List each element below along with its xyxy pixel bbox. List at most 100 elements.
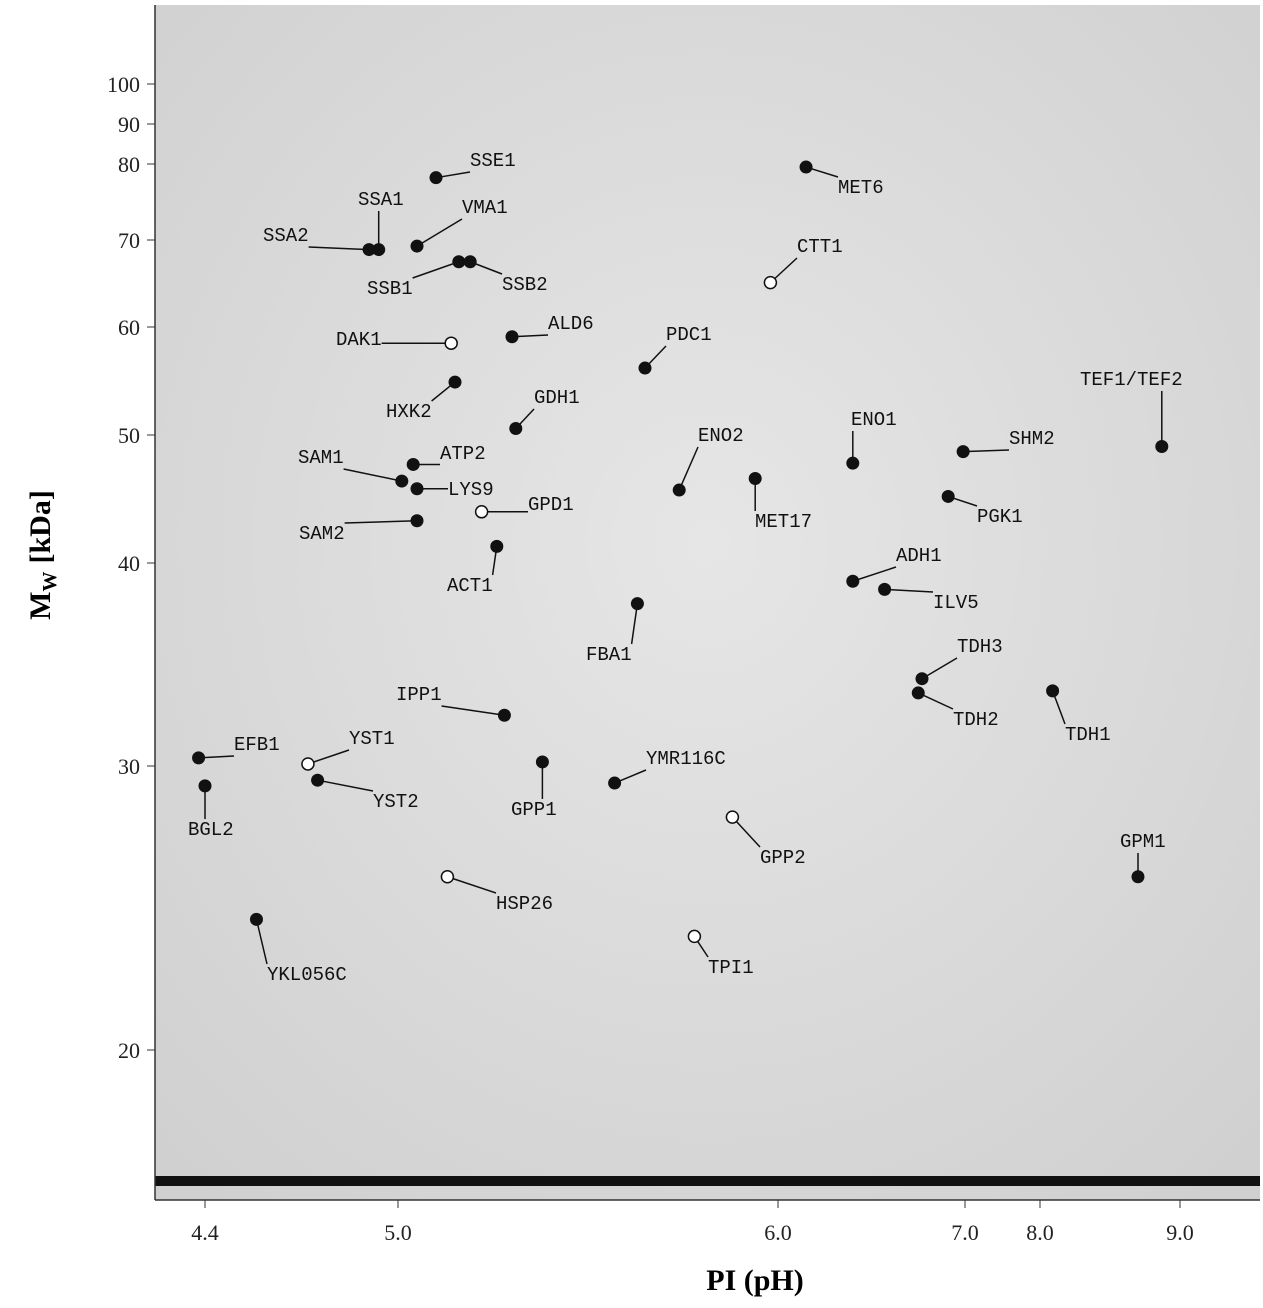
- spot-label: GPM1: [1120, 831, 1166, 853]
- protein-spot: [410, 514, 424, 528]
- x-tick-label: 6.0: [764, 1220, 792, 1245]
- leader-line: [884, 588, 934, 593]
- spot-label: GDH1: [534, 387, 580, 409]
- leader-line: [447, 876, 497, 894]
- spot-label: ATP2: [440, 443, 486, 465]
- spot-label: TDH2: [953, 709, 999, 731]
- spot-label: CTT1: [797, 236, 843, 258]
- protein-spot: [311, 773, 325, 787]
- spot-label: TDH3: [957, 636, 1003, 658]
- y-tick-label: 40: [118, 551, 140, 576]
- protein-spot: [911, 686, 925, 700]
- spot-label: ALD6: [548, 313, 594, 335]
- protein-spot: [474, 505, 489, 519]
- protein-spot: [198, 779, 212, 793]
- gel-front-band: [155, 1176, 1260, 1186]
- spot-label: LYS9: [448, 479, 494, 501]
- spot-label: SSB1: [367, 278, 413, 300]
- protein-spot: [490, 539, 504, 553]
- spot-label: PDC1: [666, 324, 712, 346]
- protein-spot: [429, 171, 443, 185]
- y-axis-label: MW [kDa]: [24, 490, 61, 620]
- protein-spot: [915, 672, 929, 686]
- x-tick-label: 5.0: [384, 1220, 412, 1245]
- spot-label: PGK1: [977, 506, 1023, 528]
- spot-label: ACT1: [447, 575, 493, 597]
- y-tick-label: 80: [118, 152, 140, 177]
- protein-spot: [362, 243, 376, 257]
- spot-label: MET17: [755, 511, 812, 533]
- spot-label: TEF1/TEF2: [1080, 369, 1183, 391]
- protein-spot: [630, 597, 644, 611]
- y-tick-label: 100: [107, 72, 140, 97]
- protein-spot: [192, 751, 206, 765]
- y-tick-label: 50: [118, 423, 140, 448]
- y-label-symbol: M: [24, 592, 57, 620]
- y-label-unit: [kDa]: [24, 490, 57, 563]
- x-tick-label: 9.0: [1166, 1220, 1194, 1245]
- y-label-subscript: W: [39, 572, 61, 592]
- spot-label: YKL056C: [267, 964, 347, 986]
- spot-label: ILV5: [933, 592, 979, 614]
- spot-label: MET6: [838, 177, 884, 199]
- protein-spot: [608, 776, 622, 790]
- x-tick-label: 7.0: [951, 1220, 979, 1245]
- leader-line: [630, 603, 639, 645]
- protein-spot: [410, 239, 424, 253]
- y-tick-label: 90: [118, 112, 140, 137]
- protein-spot: [763, 275, 778, 290]
- spot-label: YST2: [373, 791, 419, 813]
- protein-spot: [799, 160, 813, 174]
- protein-spot: [1046, 684, 1060, 698]
- spot-label: VMA1: [462, 197, 508, 219]
- protein-spot: [1131, 870, 1145, 884]
- spot-label: YMR116C: [646, 748, 726, 770]
- spot-label: SSA2: [263, 225, 309, 247]
- spot-label: SSA1: [358, 189, 404, 211]
- protein-spot: [452, 255, 466, 269]
- spot-label: ENO2: [698, 425, 744, 447]
- protein-spot: [846, 456, 860, 470]
- y-tick-label: 20: [118, 1038, 140, 1063]
- protein-spot: [687, 929, 702, 944]
- protein-spot: [301, 757, 315, 771]
- protein-spot: [444, 336, 458, 350]
- spot-label: ADH1: [896, 545, 942, 567]
- protein-spot: [638, 361, 652, 375]
- spot-label: HSP26: [496, 893, 553, 915]
- protein-spot: [1155, 440, 1169, 454]
- spot-label: TPI1: [708, 957, 754, 979]
- protein-spot: [505, 330, 519, 344]
- leader-line: [308, 246, 370, 251]
- y-tick-label: 70: [118, 228, 140, 253]
- leader-line: [412, 261, 460, 279]
- protein-spot: [748, 472, 762, 486]
- spot-label: SHM2: [1009, 428, 1055, 450]
- protein-spot: [406, 457, 420, 471]
- spot-label: SAM2: [299, 523, 345, 545]
- protein-spot: [395, 474, 409, 488]
- spot-label: GPD1: [528, 494, 574, 516]
- x-tick-label: 4.4: [191, 1220, 219, 1245]
- spot-label: EFB1: [234, 734, 280, 756]
- protein-spot: [440, 870, 455, 884]
- protein-spot: [448, 375, 462, 389]
- leader-line: [963, 449, 1010, 453]
- spot-label: TDH1: [1065, 724, 1111, 746]
- spot-label: YST1: [349, 728, 395, 750]
- spot-label: BGL2: [188, 819, 234, 841]
- leader-line: [255, 919, 268, 965]
- spot-label: GPP1: [511, 799, 557, 821]
- spot-label: FBA1: [586, 644, 632, 666]
- protein-spot: [509, 422, 523, 436]
- x-axis-label: PI (pH): [706, 1264, 804, 1297]
- spot-label: ENO1: [851, 409, 897, 431]
- protein-spot: [463, 255, 477, 269]
- protein-spot: [725, 810, 740, 824]
- protein-spot: [249, 912, 263, 926]
- protein-spot: [410, 482, 424, 496]
- leader-line: [852, 566, 897, 582]
- protein-spot: [372, 243, 386, 257]
- protein-spot: [956, 445, 970, 459]
